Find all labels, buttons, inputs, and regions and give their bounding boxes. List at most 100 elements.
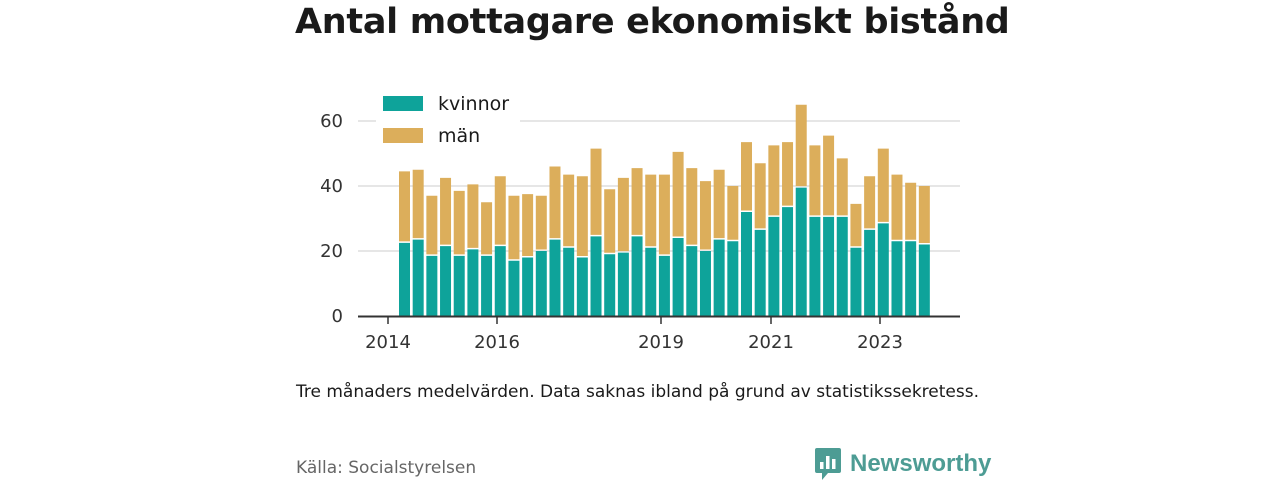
- bar-man: [549, 166, 561, 239]
- bar-kvinnor: [563, 247, 575, 316]
- bar-man: [563, 174, 575, 247]
- y-tick-label: 60: [320, 111, 343, 132]
- y-tick-label: 0: [332, 306, 343, 327]
- bar-man: [699, 181, 711, 250]
- bar-kvinnor: [795, 187, 807, 316]
- bar-kvinnor: [440, 246, 452, 316]
- bar-kvinnor: [467, 249, 479, 316]
- bar-kvinnor: [713, 239, 725, 316]
- x-axis-ticks: 2014 2016 2019 2021 2023: [365, 316, 903, 353]
- bar-man: [836, 158, 848, 216]
- bar-man: [905, 182, 917, 240]
- bar-kvinnor: [809, 216, 821, 316]
- bar-man: [918, 186, 930, 243]
- bar-kvinnor: [522, 257, 534, 316]
- bar-kvinnor: [905, 241, 917, 316]
- bar-kvinnor: [877, 223, 889, 316]
- y-axis-ticks: 0 20 40 60: [320, 111, 343, 327]
- x-tick-label: 2014: [365, 332, 411, 353]
- x-tick-label: 2016: [474, 332, 520, 353]
- bar-man: [658, 174, 670, 255]
- bar-man: [399, 171, 410, 242]
- bar-kvinnor: [672, 238, 684, 316]
- bar-kvinnor: [453, 255, 465, 316]
- bar-kvinnor: [549, 239, 561, 316]
- bar-kvinnor: [412, 239, 424, 316]
- bar-man: [604, 189, 616, 253]
- legend-swatch: [383, 128, 423, 143]
- bar-man: [891, 174, 903, 240]
- bar-kvinnor: [782, 207, 794, 316]
- bar-kvinnor: [645, 247, 657, 316]
- bar-kvinnor: [426, 255, 438, 316]
- bars: [399, 104, 930, 316]
- x-tick-label: 2021: [748, 332, 794, 353]
- source-note: Källa: Socialstyrelsen: [296, 458, 477, 478]
- bar-kvinnor: [836, 216, 848, 316]
- bar-man: [576, 176, 588, 256]
- bar-man: [590, 148, 602, 235]
- bar-man: [686, 168, 698, 245]
- x-tick-label: 2023: [857, 332, 903, 353]
- bar-man: [453, 190, 465, 255]
- bar-kvinnor: [768, 216, 780, 316]
- bar-chart-speech-bubble-icon: [815, 448, 841, 480]
- bar-man: [782, 142, 794, 206]
- bar-man: [850, 203, 862, 247]
- bar-kvinnor: [508, 260, 520, 316]
- bar-man: [412, 169, 424, 239]
- bar-kvinnor: [864, 229, 876, 316]
- bar-man: [768, 145, 780, 216]
- bar-kvinnor: [741, 212, 752, 316]
- bar-kvinnor: [850, 247, 862, 316]
- legend-label: män: [438, 125, 480, 147]
- bar-kvinnor: [494, 246, 506, 316]
- bar-man: [741, 142, 752, 211]
- bar-man: [864, 176, 876, 229]
- bar-kvinnor: [754, 229, 766, 316]
- x-tick-label: 2019: [638, 332, 684, 353]
- bar-man: [617, 177, 629, 252]
- chart-title: Antal mottagare ekonomiskt bistånd: [295, 2, 1010, 42]
- legend-swatch: [383, 96, 423, 111]
- bar-kvinnor: [535, 251, 547, 316]
- bar-man: [631, 168, 643, 235]
- chart-caption: Tre månaders medelvärden. Data saknas ib…: [296, 382, 979, 402]
- bar-man: [440, 177, 452, 245]
- bar-man: [494, 176, 506, 245]
- bar-kvinnor: [576, 257, 588, 316]
- bar-kvinnor: [699, 251, 711, 316]
- bar-man: [522, 194, 534, 256]
- brand-logo: Newsworthy: [814, 446, 991, 482]
- bar-man: [795, 104, 807, 187]
- brand-name: Newsworthy: [850, 450, 992, 477]
- bar-kvinnor: [481, 255, 493, 316]
- bar-kvinnor: [918, 244, 930, 316]
- bar-man: [535, 195, 547, 250]
- bar-kvinnor: [399, 242, 410, 316]
- legend-label: kvinnor: [438, 93, 509, 115]
- y-tick-label: 40: [320, 176, 343, 197]
- bar-kvinnor: [590, 236, 602, 316]
- bar-kvinnor: [658, 255, 670, 316]
- bar-man: [481, 202, 493, 255]
- bar-man: [727, 186, 739, 240]
- bar-kvinnor: [617, 252, 629, 316]
- bar-chart: 2014 2016 2019 2021 2023 0 20 40 60 kvinnor män: [320, 86, 960, 353]
- bar-man: [426, 195, 438, 255]
- bar-kvinnor: [604, 254, 616, 316]
- bar-man: [754, 163, 766, 229]
- bar-kvinnor: [727, 241, 739, 316]
- bar-kvinnor: [823, 216, 835, 316]
- bar-man: [823, 135, 835, 216]
- bar-kvinnor: [631, 236, 643, 316]
- bar-man: [809, 145, 821, 216]
- bar-kvinnor: [891, 241, 903, 316]
- bar-man: [508, 195, 520, 260]
- bar-man: [467, 184, 479, 248]
- legend: kvinnor män: [376, 86, 520, 152]
- bar-man: [877, 148, 889, 222]
- y-tick-label: 20: [320, 241, 343, 262]
- bar-man: [645, 174, 657, 247]
- bar-kvinnor: [686, 246, 698, 316]
